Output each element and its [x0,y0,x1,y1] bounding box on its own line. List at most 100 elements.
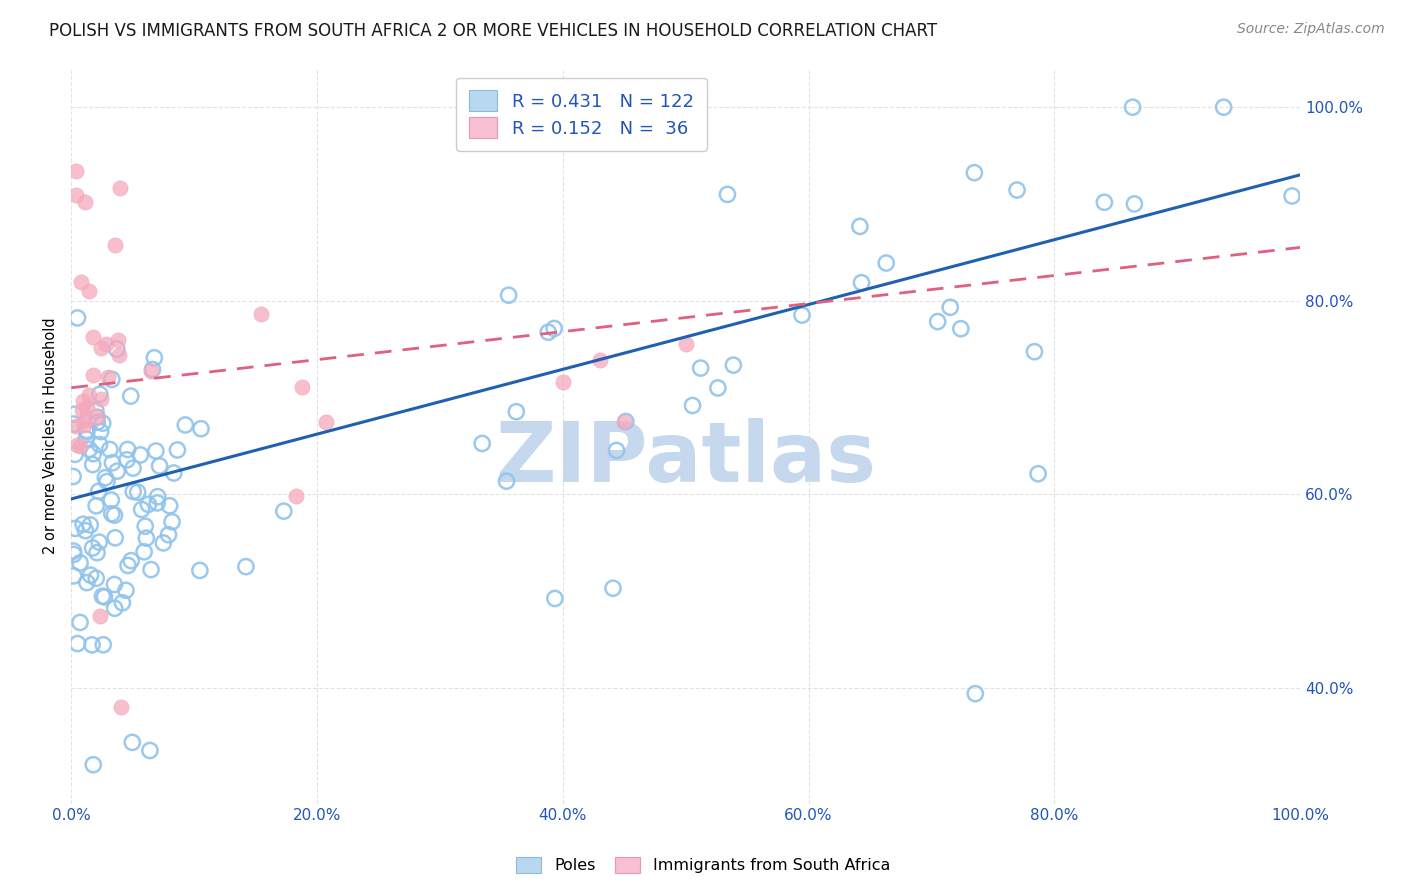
Point [949,321,972,335]
Point [120,554,142,568]
Point [69,556,91,570]
Point [723,358,745,372]
Point [122,461,145,475]
Point [80,638,103,652]
Point [152,536,174,550]
Point [63,407,86,421]
Y-axis label: 2 or more Vehicles in Household: 2 or more Vehicles in Household [44,318,58,555]
Point [117,442,139,457]
Point [537,325,560,339]
Point [120,389,142,403]
Point [965,687,987,701]
Point [160,515,183,529]
Point [132,545,155,559]
Point [89,535,111,549]
Point [89,437,111,451]
Point [1026,467,1049,481]
Point [543,321,565,335]
Point [72,517,94,532]
Point [498,288,520,302]
Point [851,276,873,290]
Point [84,571,107,585]
Point [273,504,295,518]
Point [505,405,527,419]
Point [76,423,98,437]
Point [689,361,711,376]
Point [90,425,112,439]
Point [963,166,986,180]
Point [849,219,872,234]
Point [87,484,110,499]
Point [108,181,131,195]
Point [790,308,813,322]
Point [105,464,128,478]
Point [66,438,89,452]
Point [103,508,125,523]
Point [138,497,160,511]
Point [115,453,138,467]
Text: ZIPatlas: ZIPatlas [495,417,876,499]
Point [82,757,104,772]
Point [103,577,125,591]
Point [614,414,637,428]
Point [190,422,212,436]
Point [139,743,162,757]
Point [1123,197,1146,211]
Point [101,372,124,386]
Point [82,458,104,472]
Point [544,591,567,606]
Point [69,439,91,453]
Point [939,300,962,314]
Point [107,333,129,347]
Point [146,496,169,510]
Point [115,583,138,598]
Point [91,416,114,430]
Point [82,368,104,382]
Point [716,187,738,202]
Point [98,442,121,457]
Point [1122,100,1144,114]
Point [250,307,273,321]
Point [174,417,197,432]
Legend: Poles, Immigrants from South Africa: Poles, Immigrants from South Africa [509,850,897,880]
Point [682,399,704,413]
Point [107,348,129,362]
Point [315,415,337,429]
Point [105,342,128,356]
Point [82,330,104,344]
Point [75,432,97,446]
Point [188,563,211,577]
Point [104,601,127,615]
Point [131,502,153,516]
Point [139,364,162,378]
Point [146,490,169,504]
Point [79,568,101,582]
Point [84,403,107,417]
Point [675,336,697,351]
Point [471,436,494,450]
Point [145,444,167,458]
Point [75,195,97,210]
Point [159,499,181,513]
Point [82,447,104,461]
Point [1092,195,1115,210]
Point [89,609,111,624]
Point [86,410,108,425]
Text: Source: ZipAtlas.com: Source: ZipAtlas.com [1237,22,1385,37]
Point [91,638,114,652]
Point [129,448,152,462]
Point [79,518,101,533]
Point [65,188,87,202]
Point [613,415,636,429]
Point [86,546,108,560]
Point [69,615,91,630]
Point [927,315,949,329]
Point [75,524,97,538]
Point [149,458,172,473]
Point [605,443,627,458]
Point [86,415,108,429]
Point [94,471,117,485]
Point [1212,100,1234,114]
Point [79,442,101,457]
Point [1005,183,1028,197]
